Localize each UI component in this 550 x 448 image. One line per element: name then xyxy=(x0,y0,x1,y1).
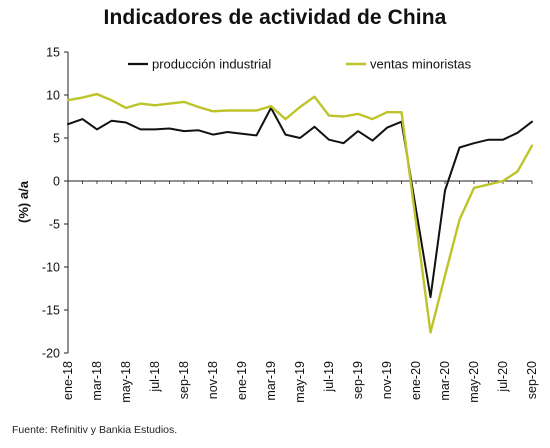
x-tick-label: may-20 xyxy=(467,361,481,403)
x-tick-label: jul-18 xyxy=(148,361,162,393)
y-tick-label: -10 xyxy=(42,261,60,275)
y-tick-label: 0 xyxy=(53,175,60,189)
x-tick-label: may-19 xyxy=(293,361,307,403)
y-tick-label: 15 xyxy=(46,46,60,60)
x-tick-label: mar-19 xyxy=(264,361,278,401)
x-tick-label: mar-18 xyxy=(90,361,104,401)
y-axis: -20 -15 -10 -5 0 5 10 15 xyxy=(42,46,69,361)
y-tick-label: -5 xyxy=(49,218,60,232)
x-tick-label: sep-18 xyxy=(177,361,191,399)
source-note: Fuente: Refinitiv y Bankia Estudios. xyxy=(12,424,178,436)
x-tick-label: jul-19 xyxy=(322,361,336,393)
x-tick-label: sep-19 xyxy=(351,361,365,399)
x-tick-label: ene-19 xyxy=(235,361,249,400)
y-tick-label: -15 xyxy=(42,304,60,318)
legend-label-ventas-minoristas: ventas minoristas xyxy=(370,57,472,72)
x-tick-label: sep-20 xyxy=(525,361,539,399)
series-layer xyxy=(66,92,534,334)
x-axis: ene-18 mar-18 may-18 jul-18 sep-18 nov-18 ene-… xyxy=(61,180,539,403)
y-tick-label: 5 xyxy=(53,132,60,146)
legend-label-produccion-industrial: producción industrial xyxy=(152,57,271,72)
x-tick-label: jul-20 xyxy=(496,361,510,393)
x-tick-label: ene-20 xyxy=(409,361,423,400)
x-tick-label: mar-20 xyxy=(438,361,452,401)
x-tick-label: ene-18 xyxy=(61,361,75,400)
x-tick-label: nov-18 xyxy=(206,361,220,399)
legend: producción industrial ventas minoristas xyxy=(128,57,472,72)
chart-title: Indicadores de actividad de China xyxy=(103,6,447,29)
x-tick-label: nov-19 xyxy=(380,361,394,399)
y-axis-label: (%) a/a xyxy=(16,180,31,223)
y-tick-label: 10 xyxy=(46,89,60,103)
x-tick-label: may-18 xyxy=(119,361,133,403)
y-tick-label: -20 xyxy=(42,347,60,361)
series-line-produccion-industrial xyxy=(67,106,533,299)
series-line-ventas-minoristas xyxy=(66,92,534,334)
